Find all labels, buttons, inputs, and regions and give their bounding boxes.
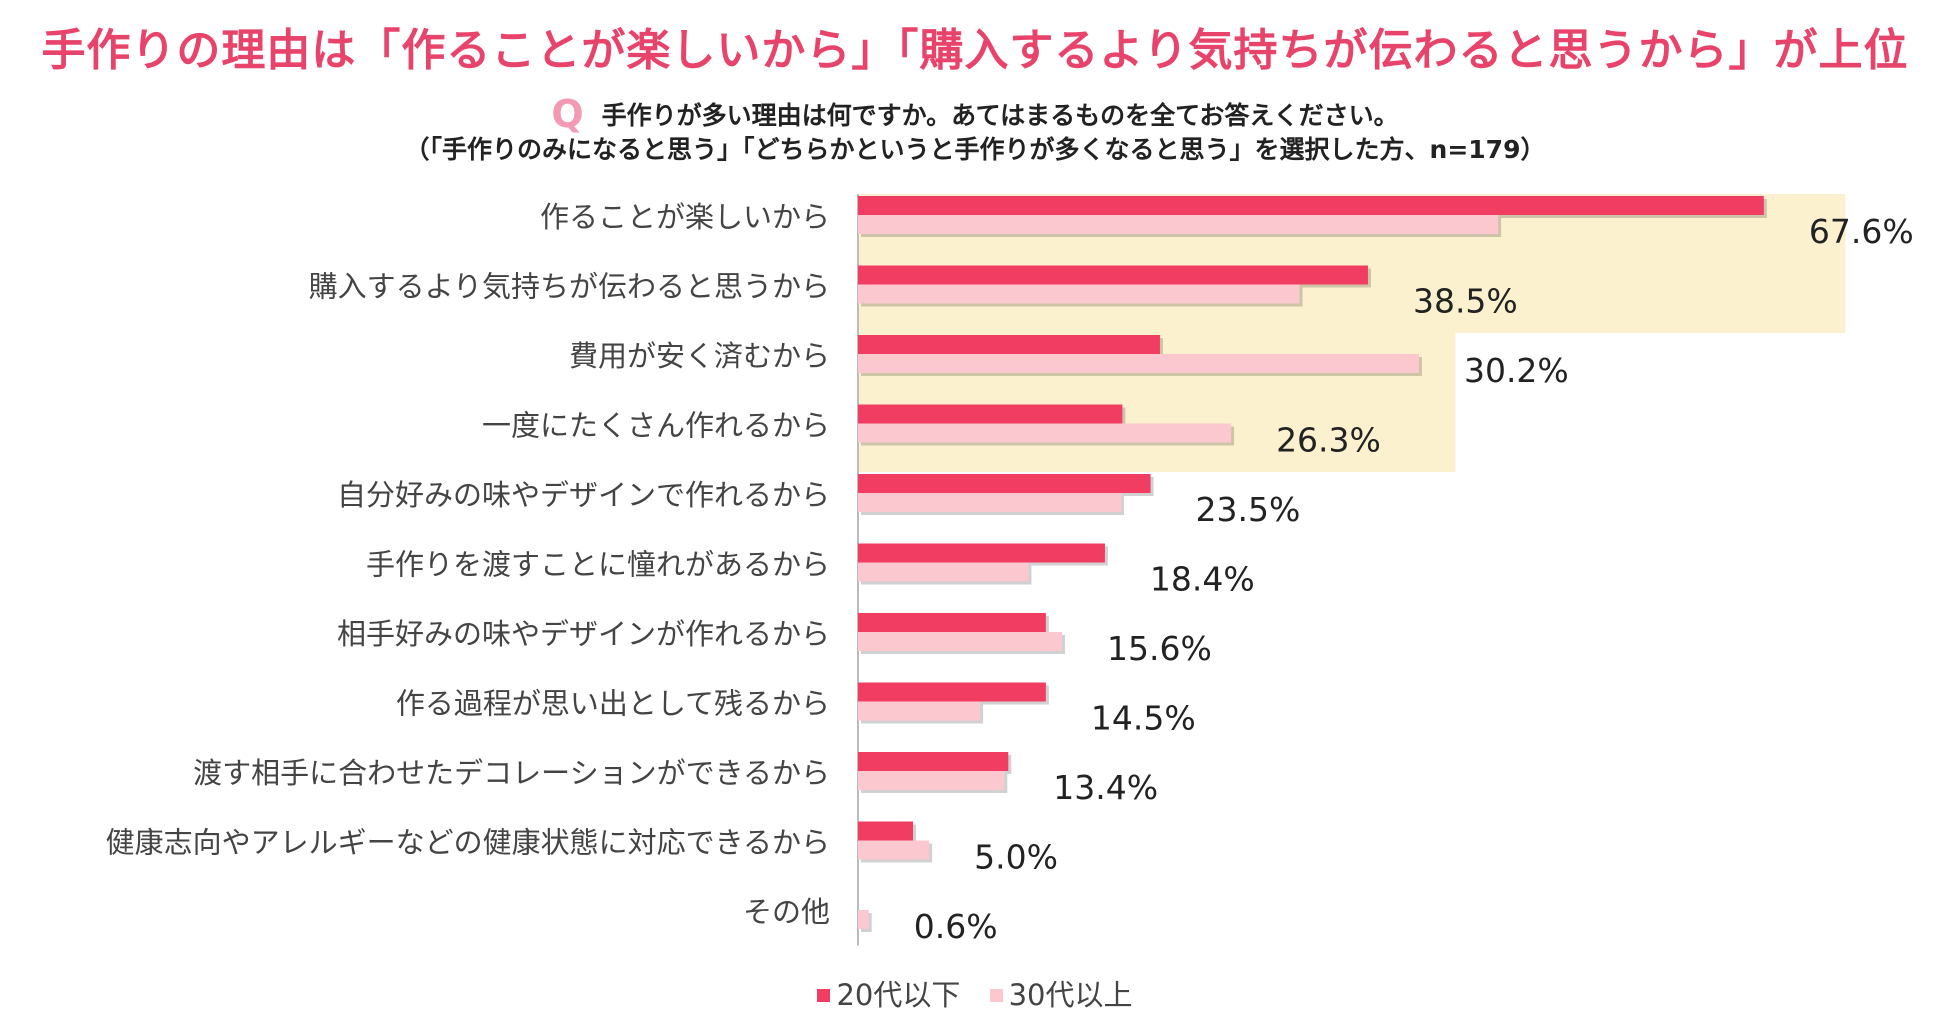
value-label: 23.5% xyxy=(1196,490,1301,529)
category-label: 相手好みの味やデザインが作れるから xyxy=(337,617,830,651)
category-label: その他 xyxy=(743,895,830,929)
bar-30s-and-over xyxy=(858,423,1232,443)
value-label: 13.4% xyxy=(1053,768,1158,807)
bar-20s-and-under xyxy=(858,613,1046,632)
bar-20s-and-under xyxy=(858,474,1151,493)
bar-30s-and-over xyxy=(858,701,981,721)
chart-title: 手作りの理由は「作ることが楽しいから」「購入するより気持ちが伝わると思うから」が… xyxy=(41,25,1909,76)
category-label: 自分好みの味やデザインで作れるから xyxy=(337,478,830,512)
category-label: 費用が安く済むから xyxy=(569,339,830,373)
bar-20s-and-under xyxy=(858,404,1123,424)
bar-20s-and-under xyxy=(858,682,1046,702)
value-label: 0.6% xyxy=(914,907,998,946)
category-label: 作ることが楽しいから xyxy=(540,200,830,234)
category-label: 健康志向やアレルギーなどの健康状態に対応できるから xyxy=(106,826,830,860)
value-label: 26.3% xyxy=(1276,421,1381,460)
bar-20s-and-under xyxy=(858,752,1009,771)
bar-20s-and-under xyxy=(858,821,914,841)
legend: 20代以下 30代以上 xyxy=(0,972,1950,1014)
category-label: 作る過程が思い出として残るから xyxy=(396,687,830,721)
value-label: 38.5% xyxy=(1413,282,1518,321)
bar-20s-and-under xyxy=(858,196,1764,215)
legend-swatch-series1 xyxy=(817,988,831,1002)
bar-chart: 作ることが楽しいから 67.6% 購入するより気持ちが伝わると思うから 38.5% 費用… xyxy=(106,194,1914,946)
category-label: 一度にたくさん作れるから xyxy=(482,409,830,443)
category-label: 購入するより気持ちが伝わると思うから xyxy=(309,270,830,304)
legend-item-series1: 20代以下 xyxy=(817,972,960,1014)
value-label: 5.0% xyxy=(974,838,1058,877)
value-label: 67.6% xyxy=(1809,212,1914,251)
value-label: 15.6% xyxy=(1107,629,1212,668)
legend-label-series1: 20代以下 xyxy=(836,978,961,1012)
bar-30s-and-over xyxy=(858,771,1005,790)
legend-label-series2: 30代以上 xyxy=(1008,978,1133,1012)
category-label: 手作りを渡すことに憧れがあるから xyxy=(366,548,830,582)
value-label: 30.2% xyxy=(1464,351,1569,390)
bar-30s-and-over xyxy=(858,562,1029,582)
value-label: 18.4% xyxy=(1150,560,1255,599)
bar-30s-and-over xyxy=(858,910,869,929)
category-label: 渡す相手に合わせたデコレーションができるから xyxy=(193,756,830,790)
question-row: Q 手作りが多い理由は何ですか。あてはまるものを全てお答えください。 xyxy=(0,92,1950,136)
bar-30s-and-over xyxy=(858,354,1419,373)
q-mark: Q xyxy=(551,92,584,136)
bar-30s-and-over xyxy=(858,632,1062,651)
question-text: 手作りが多い理由は何ですか。あてはまるものを全てお答えください。 xyxy=(601,101,1399,130)
respondent-condition: （「手作りのみになると思う」「どちらかというと手作りが多くなると思う」を選択した… xyxy=(404,135,1546,164)
bar-30s-and-over xyxy=(858,215,1499,234)
legend-item-series2: 30代以上 xyxy=(989,972,1133,1014)
value-label: 14.5% xyxy=(1091,699,1196,738)
bar-30s-and-over xyxy=(858,840,930,860)
bar-20s-and-under xyxy=(858,335,1160,354)
bar-30s-and-over xyxy=(858,493,1122,512)
bar-20s-and-under xyxy=(858,543,1105,563)
bar-20s-and-under xyxy=(858,265,1368,285)
legend-swatch-series2 xyxy=(989,988,1003,1002)
bar-30s-and-over xyxy=(858,284,1300,304)
